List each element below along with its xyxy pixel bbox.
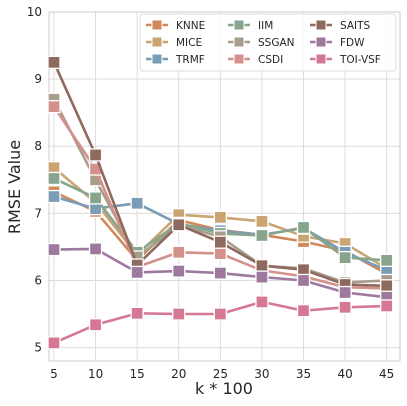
data-point-fdw-40 <box>338 285 352 300</box>
data-point-toi-vsf-40 <box>338 300 352 314</box>
legend-label: MICE <box>176 37 202 49</box>
data-point-mice-30 <box>255 214 269 229</box>
legend-label: FDW <box>340 37 365 49</box>
data-point-trmf-5 <box>47 189 61 204</box>
legend-item-knne: KNNE <box>146 19 205 32</box>
data-point-fdw-10 <box>88 242 103 256</box>
x-tick-label: 20 <box>171 367 186 381</box>
data-point-saits-10 <box>88 148 103 162</box>
x-axis-label: k * 100 <box>195 379 253 398</box>
legend-item-fdw: FDW <box>310 36 365 49</box>
data-point-csdi-5 <box>47 99 61 114</box>
data-point-csdi-25 <box>213 246 227 261</box>
series-layer <box>47 55 394 350</box>
data-point-saits-30 <box>255 259 269 273</box>
data-point-fdw-25 <box>213 266 227 280</box>
data-point-iim-30 <box>255 228 269 243</box>
x-axis-ticks: 5 10 15 20 25 30 35 40 45 <box>50 367 394 381</box>
y-tick-label: 5 <box>34 341 42 355</box>
legend-label: KNNE <box>176 20 205 32</box>
legend: KNNE MICE TRMF IIM SSGAN CSDI SAITS FDW TOI-VSF <box>139 13 397 72</box>
legend-label: IIM <box>258 20 273 32</box>
data-point-toi-vsf-25 <box>213 307 227 321</box>
data-point-toi-vsf-5 <box>47 336 61 350</box>
data-point-iim-5 <box>47 171 61 186</box>
data-point-toi-vsf-35 <box>296 304 311 318</box>
legend-box <box>139 13 397 72</box>
legend-item-csdi: CSDI <box>228 53 283 66</box>
series-toi-vsf <box>47 295 394 350</box>
legend-swatch-marker <box>233 36 245 48</box>
y-tick-label: 9 <box>34 72 42 86</box>
legend-swatch-marker <box>233 19 245 31</box>
data-point-mice-25 <box>213 210 227 225</box>
x-tick-label: 5 <box>50 367 58 381</box>
data-point-fdw-20 <box>172 264 186 278</box>
legend-swatch-marker <box>151 36 163 48</box>
x-tick-label: 35 <box>296 367 311 381</box>
x-tick-label: 30 <box>254 367 269 381</box>
y-axis-label: RMSE Value <box>5 140 24 234</box>
legend-item-toi-vsf: TOI-VSF <box>310 53 381 66</box>
data-point-trmf-15 <box>130 196 144 210</box>
data-point-fdw-30 <box>255 270 269 284</box>
legend-label: SAITS <box>340 20 371 32</box>
data-point-saits-20 <box>172 218 186 232</box>
legend-item-iim: IIM <box>228 19 273 32</box>
data-point-saits-45 <box>380 279 394 293</box>
y-tick-label: 7 <box>34 206 42 220</box>
data-point-toi-vsf-30 <box>255 295 269 309</box>
data-point-toi-vsf-10 <box>88 318 103 332</box>
data-point-iim-10 <box>88 191 103 205</box>
data-point-iim-45 <box>380 253 394 267</box>
data-point-iim-35 <box>296 220 311 235</box>
data-point-toi-vsf-15 <box>130 306 144 320</box>
y-tick-label: 8 <box>34 139 42 153</box>
legend-item-trmf: TRMF <box>146 53 205 66</box>
legend-label: SSGAN <box>258 37 295 49</box>
data-point-saits-5 <box>47 55 61 69</box>
x-tick-label: 25 <box>213 367 228 381</box>
data-point-toi-vsf-20 <box>172 307 186 321</box>
x-tick-label: 10 <box>88 367 103 381</box>
x-tick-label: 40 <box>337 367 352 381</box>
legend-swatch-marker <box>315 53 327 65</box>
legend-label: TRMF <box>175 54 205 66</box>
data-point-toi-vsf-45 <box>380 299 394 313</box>
legend-swatch-marker <box>315 36 327 48</box>
data-point-saits-25 <box>213 235 227 249</box>
legend-swatch-marker <box>151 19 163 31</box>
legend-swatch-marker <box>315 19 327 31</box>
data-point-fdw-15 <box>130 265 144 280</box>
legend-label: TOI-VSF <box>339 54 381 66</box>
data-point-iim-40 <box>338 250 352 265</box>
series-fdw <box>47 242 394 304</box>
legend-item-saits: SAITS <box>310 19 371 32</box>
legend-swatch-marker <box>233 53 245 65</box>
x-tick-label: 45 <box>379 367 394 381</box>
y-axis-ticks: 5 6 7 8 9 10 <box>27 5 42 355</box>
y-tick-label: 6 <box>34 273 42 287</box>
series-iim <box>47 171 394 267</box>
data-point-csdi-20 <box>172 245 186 259</box>
legend-item-ssgan: SSGAN <box>228 36 295 49</box>
series-saits <box>47 55 394 293</box>
x-tick-label: 15 <box>130 367 145 381</box>
data-point-fdw-35 <box>296 273 311 288</box>
legend-item-mice: MICE <box>146 36 202 49</box>
data-point-fdw-5 <box>47 242 61 257</box>
legend-label: CSDI <box>258 54 283 66</box>
y-tick-label: 10 <box>27 5 42 19</box>
legend-swatch-marker <box>151 53 163 65</box>
